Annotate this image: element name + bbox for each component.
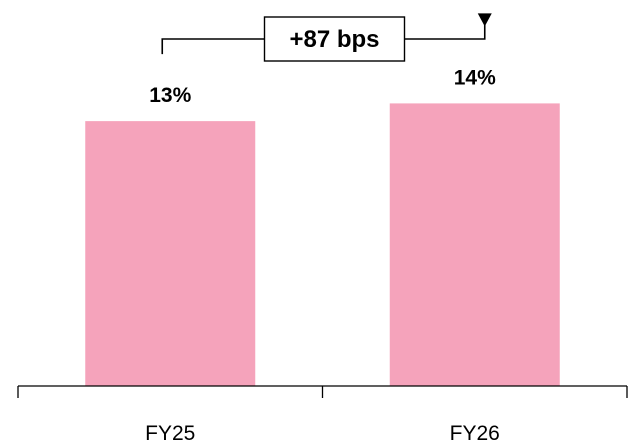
x-axis: FY25 FY26 (17, 385, 628, 445)
bar-fy25 (85, 121, 256, 386)
delta-label: +87 bps (289, 26, 379, 53)
data-label-fy26: 14% (454, 66, 496, 89)
delta-annotation: +87 bps (161, 13, 492, 62)
x-tick-label-fy25: FY25 (145, 422, 195, 445)
arrow-head-icon (477, 13, 492, 27)
bars (85, 103, 560, 387)
x-tick-label-fy26: FY26 (450, 422, 500, 445)
delta-box (263, 16, 406, 62)
value-labels: 13% 14% (149, 66, 496, 107)
bar-fy26 (389, 103, 560, 387)
data-label-fy25: 13% (149, 84, 191, 107)
